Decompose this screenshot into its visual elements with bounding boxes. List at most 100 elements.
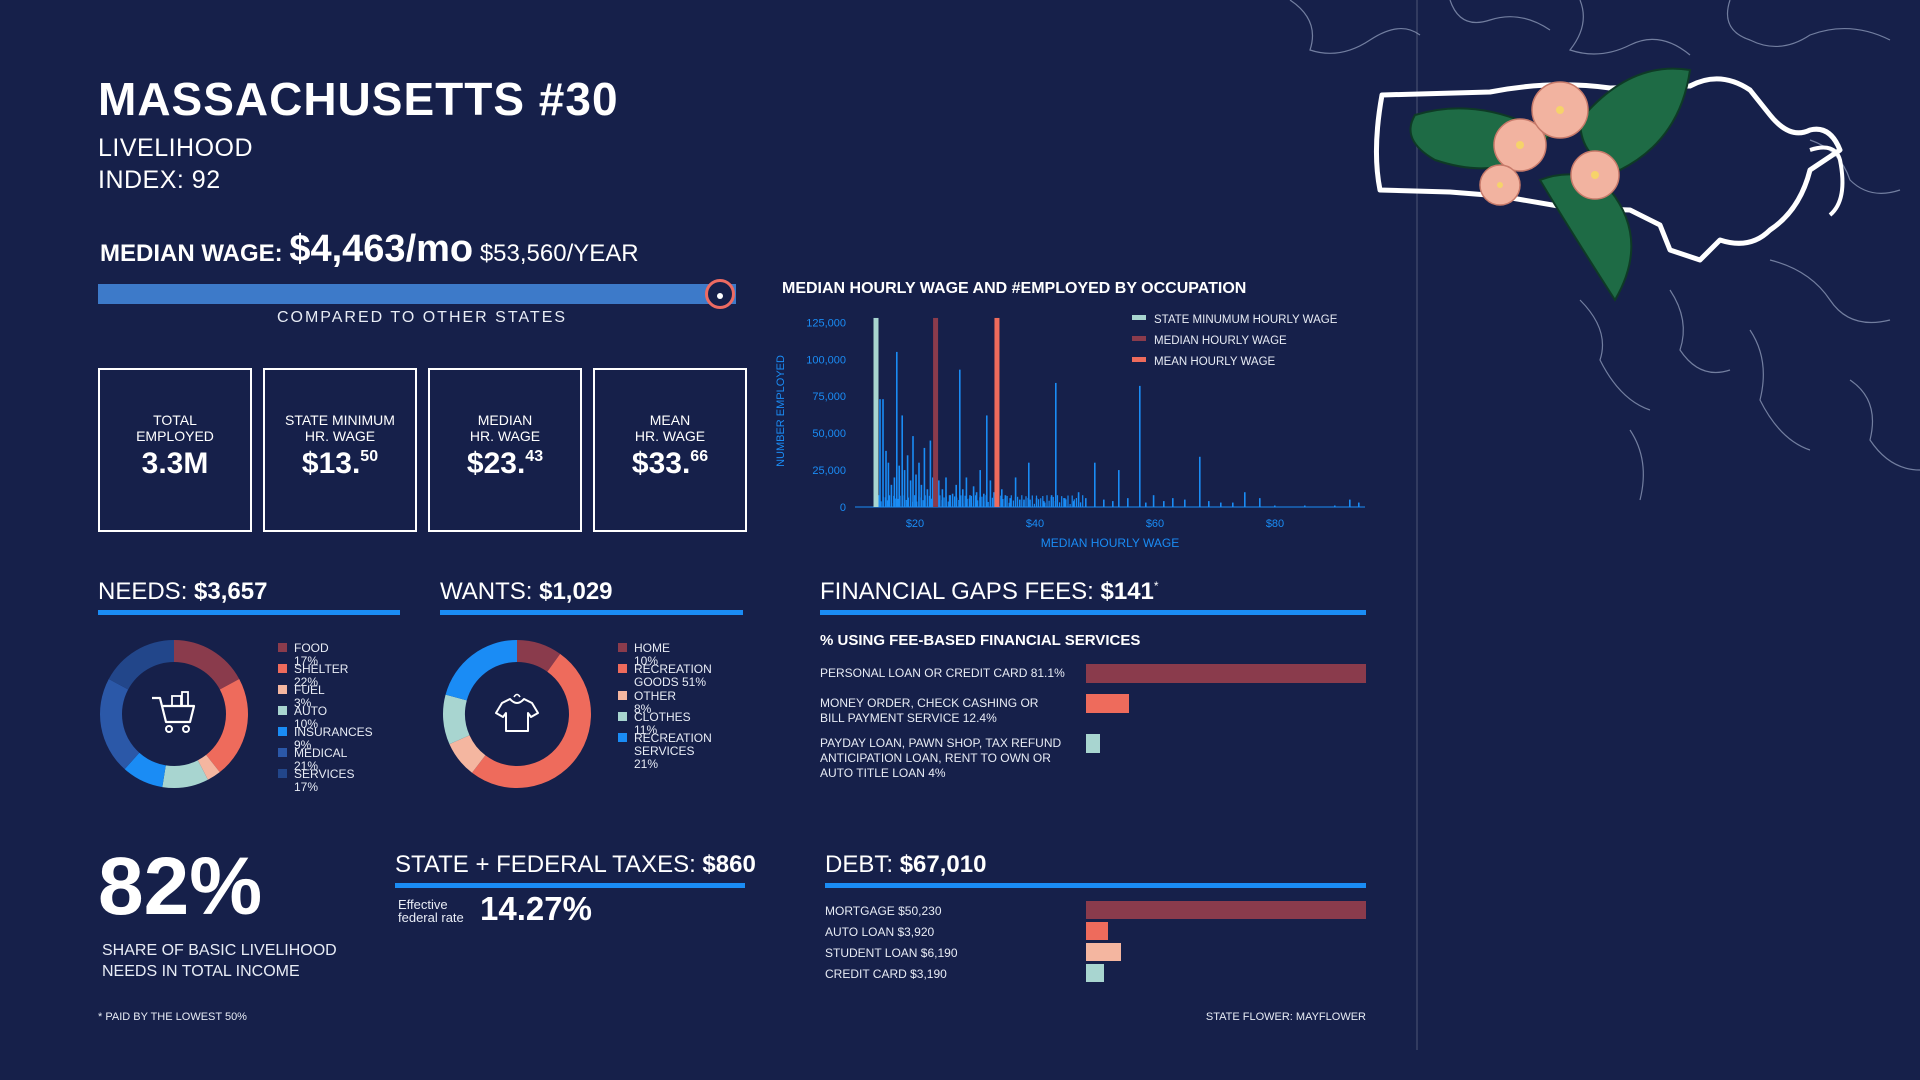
- occupation-bar: [948, 495, 951, 507]
- needs-legend-swatch: [278, 664, 287, 673]
- reference-line-bar: [873, 317, 879, 507]
- reference-line-bar: [933, 317, 939, 507]
- y-axis-label: NUMBER EMPLOYED: [775, 355, 787, 467]
- needs-label: NEEDS:: [98, 578, 188, 605]
- occupation-bar: [1103, 499, 1105, 507]
- occupation-bar: [1163, 501, 1165, 507]
- occupation-bar: [1056, 495, 1059, 507]
- occupation-bar: [987, 501, 989, 507]
- wants-legend-label: HOME 10%: [634, 641, 670, 668]
- needs-donut-chart: [99, 640, 248, 788]
- chart-legend-swatch: [1132, 315, 1146, 320]
- reference-line-bar: [994, 317, 1000, 507]
- page-title: MASSACHUSETTS #30: [98, 73, 619, 125]
- debt-label: AUTO LOAN $3,920: [825, 925, 935, 939]
- occupation-bar: [956, 497, 958, 507]
- occupation-bar: [1274, 505, 1276, 507]
- occupation-bar: [1025, 496, 1027, 507]
- taxes-label: STATE + FEDERAL TAXES:: [395, 851, 696, 878]
- occupation-bar: [912, 436, 914, 507]
- occupation-bar: [947, 501, 949, 507]
- occupation-bar: [887, 462, 890, 507]
- needs-legend-swatch: [278, 748, 287, 757]
- stat-label: MEAN HR. WAGE: [634, 412, 706, 444]
- debt-bar: [1086, 901, 1366, 919]
- chart-legend-label: STATE MINUMUM HOURLY WAGE: [1154, 314, 1338, 326]
- occupation-bar: [1055, 382, 1057, 507]
- occupation-bar: [920, 484, 923, 507]
- wants-legend-swatch: [618, 733, 627, 742]
- occupation-bar: [899, 495, 901, 507]
- occupation-bar: [943, 497, 945, 507]
- occupation-bar: [970, 495, 972, 507]
- occupation-bar: [891, 502, 893, 507]
- compared-label: COMPARED TO OTHER STATES: [276, 309, 568, 326]
- occupation-bar: [991, 497, 993, 507]
- needs-legend-swatch: [278, 706, 287, 715]
- occupation-bar: [938, 480, 940, 507]
- needs-slice-4: [124, 752, 166, 788]
- wants-donut-chart: [443, 640, 591, 788]
- occupation-bar: [1014, 477, 1017, 507]
- occupation-bar: [975, 492, 978, 507]
- stat-value: $13.50: [265, 447, 415, 481]
- occupation-bar: [979, 497, 981, 507]
- median-wage-monthly: $4,463/mo: [289, 228, 474, 270]
- occupation-bar: [1304, 505, 1306, 507]
- occupation-bar: [939, 495, 941, 507]
- occupation-bar: [1061, 496, 1063, 507]
- financial-service-label: PAYDAY LOAN, PAWN SHOP, TAX REFUND ANTIC…: [820, 736, 1062, 780]
- debt-label: DEBT:: [825, 851, 894, 878]
- occupation-bar: [879, 399, 881, 507]
- financial-gaps-underline: [820, 610, 1366, 615]
- occupation-bar: [884, 497, 886, 507]
- needs-legend-swatch: [278, 685, 287, 694]
- stat-value-main: $13.: [301, 447, 361, 480]
- occupation-bar: [880, 501, 882, 507]
- needs-slice-0: [174, 640, 240, 690]
- occupation-wage-chart: 0 25,000 50,000 75,000 100,000 125,000 $20 $40 $…: [775, 314, 1365, 550]
- occupation-bar: [1006, 495, 1008, 507]
- needs-legend-label: MEDICAL 21%: [294, 746, 347, 773]
- occupation-bar: [903, 495, 905, 507]
- median-wage-line: MEDIAN WAGE: $4,463/mo $53,560/YEAR: [100, 228, 639, 271]
- occupation-bar: [923, 447, 926, 507]
- occupation-bar: [1000, 495, 1002, 507]
- occupation-bar: [912, 501, 914, 507]
- occupation-bar: [906, 455, 909, 507]
- financial-service-bar: [1086, 734, 1100, 753]
- wants-legend-label: RECREATION GOODS 51%: [634, 662, 712, 689]
- occupation-bar: [895, 498, 897, 507]
- occupation-bar: [926, 489, 929, 507]
- occupation-bar: [951, 493, 954, 507]
- share-percent: 82%: [98, 841, 263, 932]
- occupation-bar: [1069, 504, 1071, 507]
- occupation-bar: [1094, 462, 1096, 507]
- wants-heading: WANTS: $1,029: [440, 578, 613, 606]
- wants-legend-swatch: [618, 664, 627, 673]
- occupation-bar: [1067, 495, 1069, 507]
- wants-slice-3: [443, 694, 470, 745]
- occupation-bar: [1065, 499, 1067, 507]
- occupation-bar: [993, 492, 995, 507]
- occupation-bar: [1208, 501, 1210, 507]
- chart-legend-swatch: [1132, 357, 1146, 362]
- occupation-bar: [918, 496, 920, 507]
- stat-value-main: $33.: [631, 447, 691, 480]
- occupation-bar: [893, 495, 895, 507]
- stat-label: STATE MINIMUM HR. WAGE: [285, 412, 395, 444]
- wants-legend-swatch: [618, 712, 627, 721]
- occupation-bar: [1014, 497, 1017, 507]
- y-tick-label: 125,000: [806, 317, 846, 329]
- needs-legend-label: INSURANCES 9%: [294, 725, 373, 752]
- occupation-bar: [1050, 497, 1052, 507]
- needs-slice-5: [99, 679, 140, 770]
- state-flower-label: STATE FLOWER: MAYFLOWER: [1205, 1011, 1366, 1023]
- wants-legend-swatch: [618, 691, 627, 700]
- occupation-bar: [945, 477, 947, 507]
- occupation-bar: [1019, 501, 1021, 507]
- occupation-bar: [897, 498, 899, 507]
- share-label: SHARE OF BASIC LIVELIHOOD NEEDS IN TOTAL…: [102, 942, 337, 980]
- wants-legend-label: OTHER 8%: [634, 689, 676, 716]
- occupation-bar: [941, 500, 943, 507]
